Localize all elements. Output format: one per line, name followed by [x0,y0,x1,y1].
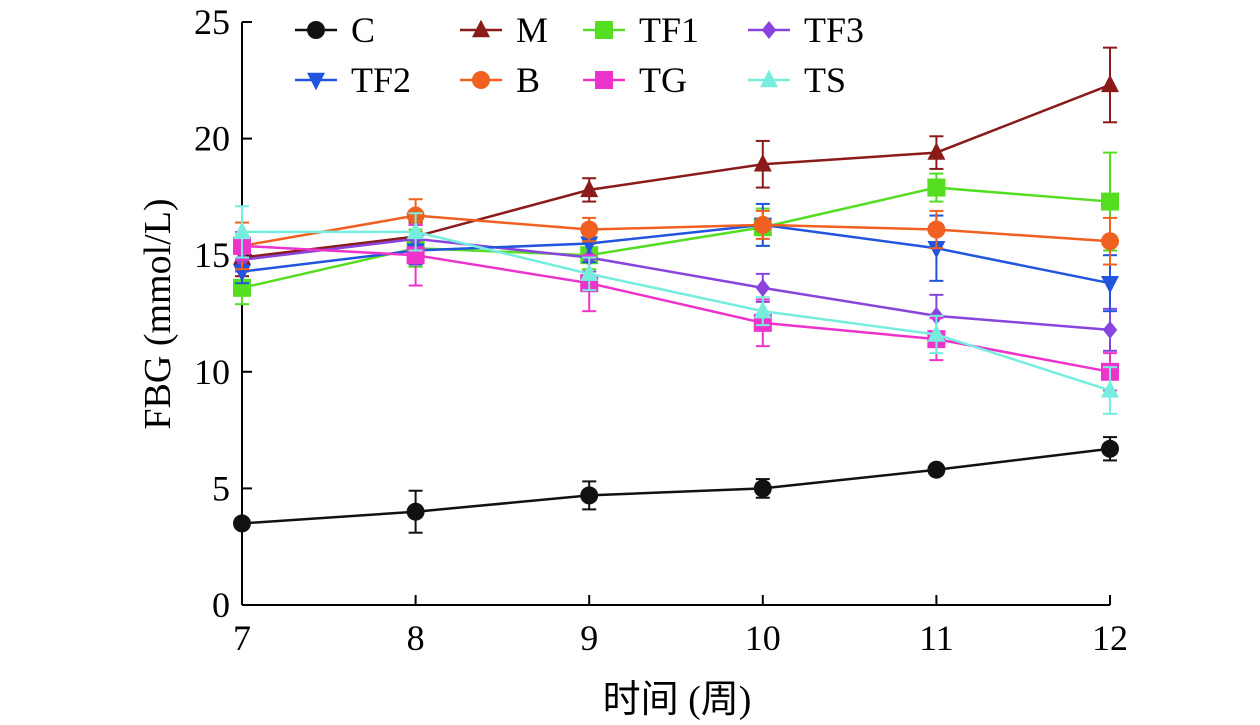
x-tick-label: 10 [745,618,781,658]
legend-label: TS [804,60,846,100]
x-tick-label: 11 [919,618,954,658]
y-tick-label: 10 [194,352,230,392]
legend-item-m: M [460,10,548,50]
legend-item-b: B [460,60,540,100]
legend-marker [472,71,490,89]
legend-label: B [516,60,540,100]
x-tick-label: 12 [1092,618,1128,658]
legend-item-c: C [295,10,375,50]
data-point [753,479,772,498]
data-point [406,502,425,521]
x-tick-label: 8 [407,618,425,658]
x-tick-label: 7 [233,618,251,658]
series-line [242,230,1111,392]
series-line [241,237,1111,332]
series-line [241,244,1111,374]
data-point [753,153,772,172]
data-point [927,178,946,197]
legend-item-tf1: TF1 [583,10,699,50]
data-point [233,221,251,240]
data-point [233,514,251,533]
legend-label: TF3 [804,10,864,50]
legend-marker [307,72,325,91]
legend-item-tg: TG [583,60,687,100]
legend-marker [595,21,613,39]
series-ts [233,205,1119,415]
data-point [580,486,599,505]
legend-label: TF1 [639,10,699,50]
y-tick-label: 20 [194,119,230,159]
legend-label: C [351,10,375,50]
y-tick-label: 15 [194,235,230,275]
legend-item-ts: TS [748,60,846,100]
x-tick-label: 9 [580,618,598,658]
legend-marker [761,21,777,39]
series-line [241,447,1111,525]
y-tick-label: 0 [212,585,230,625]
data-point [1101,232,1119,251]
x-axis-title: 时间 (周) [603,679,752,721]
legend: C M TF1 TF3 TF2 B TG TS [295,10,864,100]
data-point [755,278,770,297]
data-point [927,142,946,160]
y-axis-title: FBG (mmol/L) [137,198,179,429]
data-point [927,241,946,259]
data-point [580,179,599,198]
data-point [406,221,425,240]
data-point [753,300,772,319]
data-point [1101,275,1119,294]
data-point [753,215,772,234]
series-layer [233,46,1119,534]
y-tick-label: 25 [194,2,230,42]
data-point [927,324,946,342]
legend-item-tf3: TF3 [748,10,864,50]
data-point [1102,320,1118,339]
data-point [1101,439,1119,458]
data-point [927,220,946,239]
series-line [241,214,1111,248]
legend-marker [307,21,325,39]
legend-marker [472,19,490,38]
series-line [241,83,1111,259]
legend-item-tf2: TF2 [295,60,411,100]
legend-label: TG [639,60,687,100]
legend-label: M [516,10,548,50]
data-point [580,263,599,282]
legend-marker [595,71,613,89]
legend-label: TF2 [351,60,411,100]
data-point [927,460,946,479]
legend-marker [760,69,778,88]
data-point [1101,380,1119,398]
y-tick-label: 5 [212,468,230,508]
series-c [233,436,1119,534]
series-tf2 [233,202,1119,313]
data-point [1101,192,1119,211]
data-point [580,220,599,239]
series-tg [233,223,1119,392]
series-tf3 [234,223,1118,352]
data-point [1101,74,1119,93]
axes: 0 5 10 15 20 25 7 8 9 10 11 12 [194,2,1128,658]
